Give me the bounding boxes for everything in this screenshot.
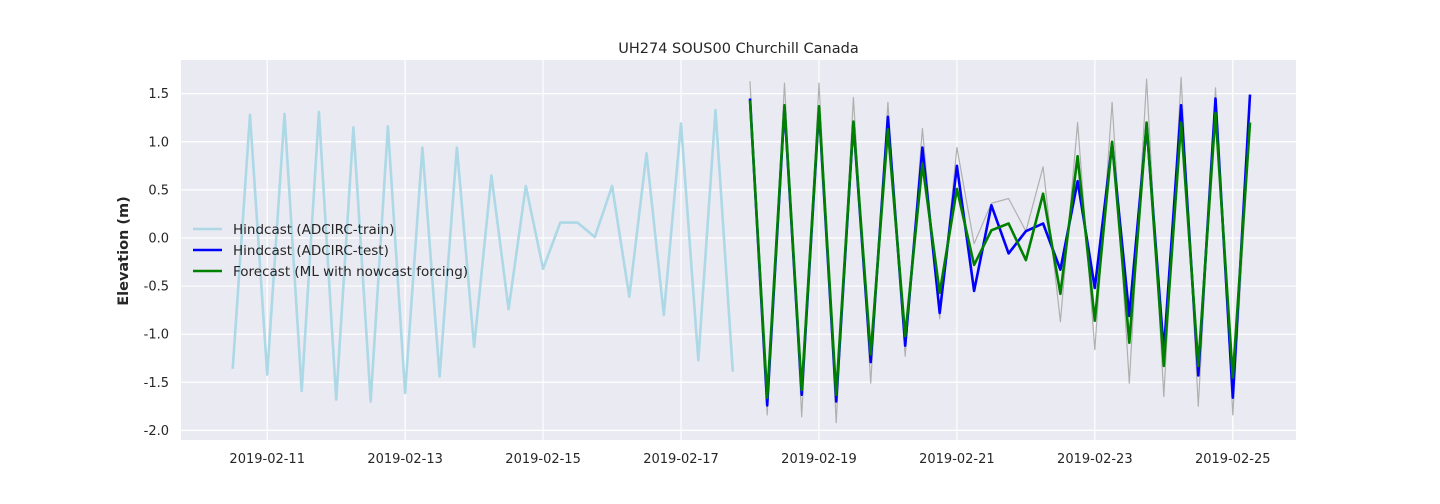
legend: Hindcast (ADCIRC-train) Hindcast (ADCIRC-… (193, 222, 468, 280)
y-tick-labels: -2.0 -1.5 -1.0 -0.5 0.0 0.5 1.0 1.5 (144, 87, 169, 439)
series-line-forecast (748, 100, 1252, 400)
y-tick-label: -1.5 (144, 376, 169, 391)
x-tick-label: 2019-02-15 (505, 452, 581, 467)
y-tick-label: 1.5 (148, 87, 169, 102)
y-tick-label: -1.0 (144, 328, 169, 343)
series-lines (231, 76, 1252, 424)
x-tick-label: 2019-02-13 (367, 452, 443, 467)
chart-title: UH274 SOUS00 Churchill Canada (618, 41, 858, 57)
x-tick-label: 2019-02-25 (1195, 452, 1271, 467)
legend-label-test: Hindcast (ADCIRC-test) (233, 243, 389, 259)
x-tick-label: 2019-02-17 (643, 452, 719, 467)
y-tick-label: 1.0 (148, 135, 169, 150)
y-tick-label: 0.5 (148, 183, 169, 198)
x-tick-label: 2019-02-21 (919, 452, 995, 467)
x-tick-label: 2019-02-23 (1057, 452, 1133, 467)
x-tick-label: 2019-02-19 (781, 452, 857, 467)
y-tick-label: -2.0 (144, 424, 169, 439)
series-line-train (231, 108, 735, 403)
x-tick-label: 2019-02-11 (229, 452, 305, 467)
legend-label-forecast: Forecast (ML with nowcast forcing) (233, 264, 468, 280)
y-axis-label: Elevation (m) (116, 196, 132, 306)
y-tick-label: -0.5 (144, 280, 169, 295)
x-tick-labels: 2019-02-11 2019-02-13 2019-02-15 2019-02-17… (229, 452, 1270, 467)
grid (181, 60, 1296, 440)
y-tick-label: 0.0 (148, 231, 169, 246)
legend-label-train: Hindcast (ADCIRC-train) (233, 222, 394, 238)
